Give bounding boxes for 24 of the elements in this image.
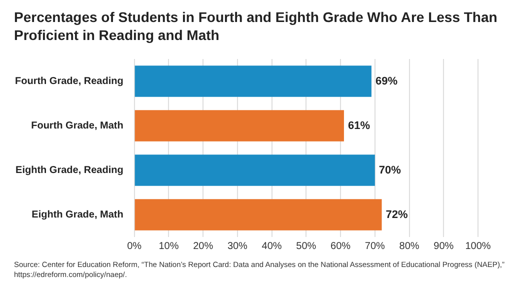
x-tick-label: 10%	[158, 240, 179, 252]
bar	[134, 154, 375, 186]
data-label: 70%	[378, 164, 402, 176]
x-tick-label: 20%	[193, 240, 214, 252]
x-tick-label: 100%	[465, 240, 491, 252]
bar	[134, 110, 344, 142]
data-label: 72%	[386, 208, 408, 221]
x-tick-label: 70%	[364, 240, 386, 252]
y-tick-label: Eighth Grade, Reading	[16, 165, 124, 176]
data-label: 69%	[375, 75, 398, 88]
x-tick-label: 60%	[330, 240, 351, 252]
y-tick-label: Fourth Grade, Math	[31, 120, 124, 132]
x-tick-label: 30%	[227, 240, 248, 252]
bar	[134, 66, 372, 97]
x-tick-label: 80%	[399, 240, 420, 252]
x-tick-label: 40%	[262, 240, 282, 252]
bar	[134, 199, 382, 230]
y-tick-label: Fourth Grade, Reading	[14, 76, 124, 87]
data-label: 61%	[348, 120, 370, 132]
y-tick-label: Eighth Grade, Math	[32, 210, 124, 220]
x-tick-label: 50%	[296, 240, 316, 252]
x-tick-label: 0%	[127, 240, 142, 252]
x-tick-label: 90%	[434, 240, 454, 252]
chart-title: Percentages of Students in Fourth and Eighth Grade Who Are Less Than Proficient in Reading and Math	[14, 8, 498, 44]
